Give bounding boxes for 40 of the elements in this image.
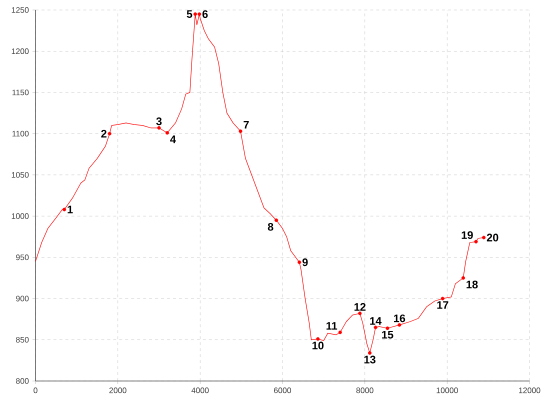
- point: [398, 323, 402, 327]
- annotation: 4: [170, 136, 176, 144]
- annotation: 17: [437, 301, 448, 309]
- point: [338, 330, 342, 334]
- annotation: 5: [186, 10, 192, 18]
- annotation: 2: [101, 130, 106, 138]
- annotation: 19: [462, 231, 473, 239]
- annotation: 8: [268, 222, 274, 231]
- annotation: 12: [354, 303, 366, 311]
- annotation: 6: [202, 10, 208, 18]
- point: [157, 126, 161, 130]
- annotation: 11: [326, 322, 338, 330]
- point: [316, 337, 320, 341]
- point: [482, 236, 486, 240]
- point: [368, 351, 372, 355]
- point: [440, 296, 444, 300]
- annotation: 18: [466, 280, 478, 288]
- point: [386, 326, 390, 330]
- annotation: 3: [156, 117, 162, 126]
- point: [461, 276, 466, 280]
- annotation: 14: [370, 317, 382, 325]
- annotation: 7: [244, 120, 249, 128]
- point: [374, 326, 378, 330]
- point: [358, 312, 362, 316]
- annotation: 13: [364, 356, 376, 364]
- point: [165, 131, 170, 135]
- annotation: 16: [394, 314, 406, 322]
- point: [238, 129, 242, 133]
- annotation: 20: [486, 234, 498, 242]
- annotation: 1: [68, 206, 73, 214]
- annotation: 9: [302, 258, 308, 266]
- point: [274, 218, 278, 222]
- point: [474, 240, 478, 244]
- annotation: 15: [382, 330, 394, 339]
- annotation: 10: [312, 342, 324, 350]
- point: [108, 132, 112, 136]
- point: [198, 12, 202, 16]
- point: [62, 208, 66, 212]
- point: [298, 260, 302, 264]
- point: [193, 12, 198, 16]
